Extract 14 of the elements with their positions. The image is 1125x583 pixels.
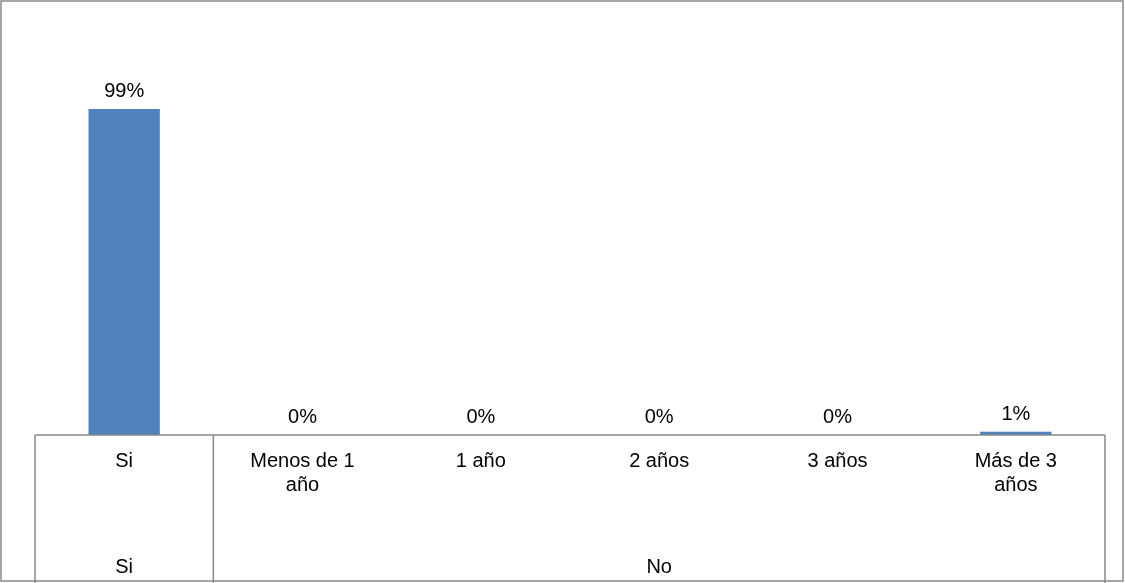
- text: Si: [115, 555, 134, 577]
- data-label: 1%: [1001, 401, 1031, 424]
- x-tick-label: Más de 3 años: [974, 449, 1057, 495]
- text: No: [646, 555, 672, 577]
- data-label: 99%: [104, 79, 145, 101]
- x-tick-label: 1 año: [455, 449, 506, 471]
- data-label: 0%: [823, 405, 853, 427]
- x-tick-label: 3 años: [807, 449, 868, 471]
- x-tick-label: Si: [115, 449, 134, 471]
- x-tick-label: Menos de 1 año: [250, 449, 355, 495]
- data-label: 0%: [466, 405, 496, 427]
- data-label: 0%: [644, 405, 674, 427]
- data-label: 0%: [288, 405, 318, 427]
- x-tick-label: 2 años: [629, 449, 690, 471]
